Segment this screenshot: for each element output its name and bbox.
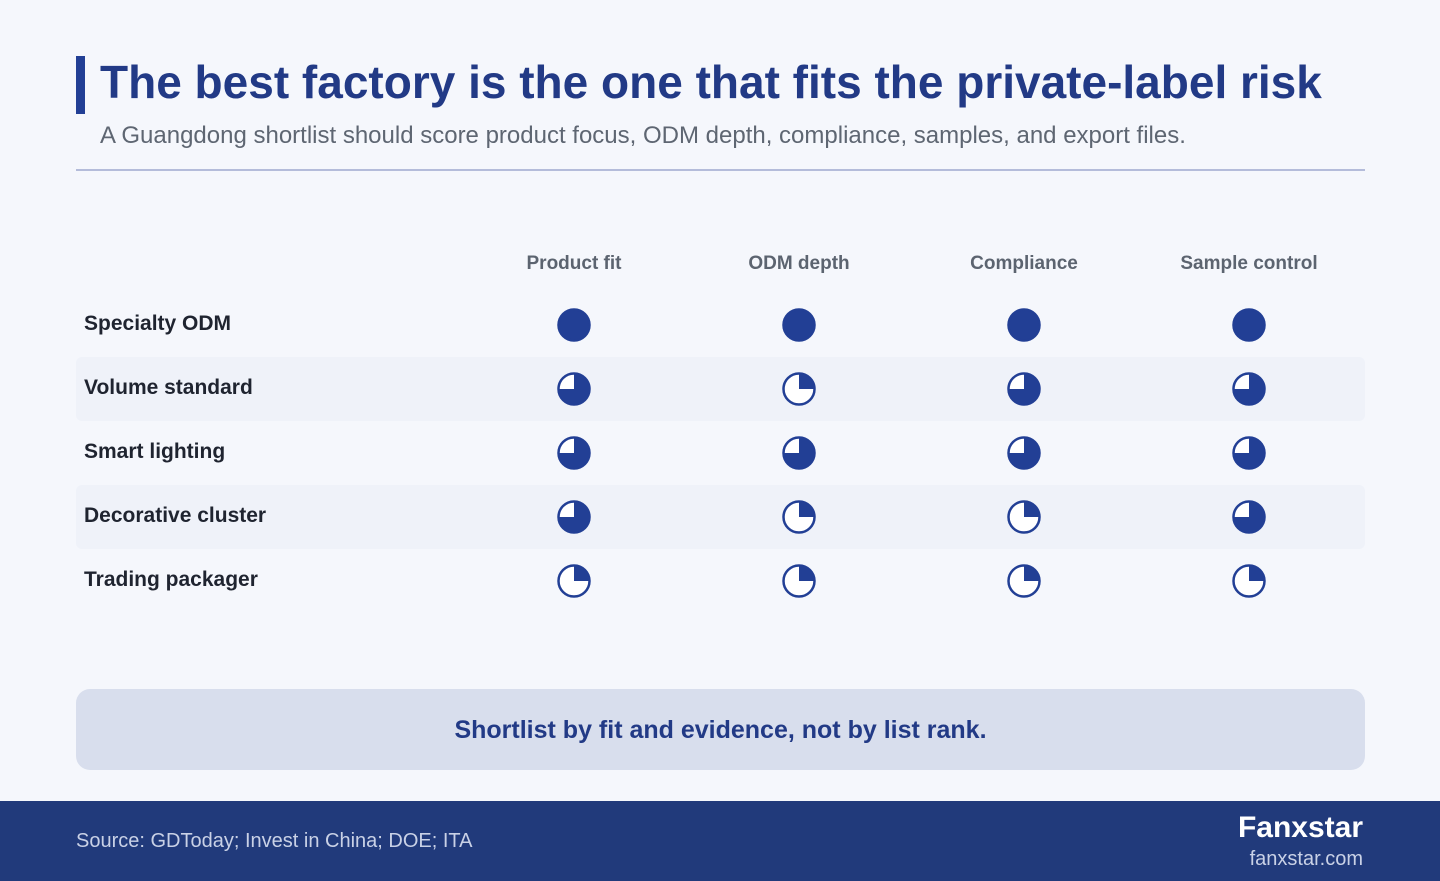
- column-header-product-fit: Product fit: [526, 253, 622, 274]
- callout-banner: Shortlist by fit and evidence, not by li…: [76, 689, 1365, 770]
- column-header-sample-control: Sample control: [1180, 253, 1318, 274]
- source-note: Source: GDToday; Invest in China; DOE; I…: [76, 830, 473, 852]
- header-divider: [76, 169, 1365, 171]
- table-row: [76, 293, 1365, 357]
- callout-text: Shortlist by fit and evidence, not by li…: [454, 715, 987, 744]
- title-accent-bar: [76, 56, 85, 114]
- row-label-decorative-cluster: Decorative cluster: [84, 504, 267, 527]
- row-label-trading-packager: Trading packager: [84, 568, 258, 591]
- table-row: [76, 549, 1365, 613]
- brand-url: fanxstar.com: [1249, 848, 1363, 870]
- page-subtitle: A Guangdong shortlist should score produ…: [100, 122, 1186, 149]
- brand-logo-text: Fanxstar: [1237, 811, 1363, 844]
- page-title: The best factory is the one that fits th…: [100, 56, 1322, 108]
- row-label-smart-lighting: Smart lighting: [84, 440, 226, 463]
- table-row: [76, 421, 1365, 485]
- footer-bar: Source: GDToday; Invest in China; DOE; I…: [0, 801, 1440, 881]
- table-row: [76, 357, 1365, 421]
- row-label-volume-standard: Volume standard: [84, 376, 253, 399]
- row-label-specialty-odm: Specialty ODM: [84, 312, 232, 335]
- column-header-compliance: Compliance: [970, 253, 1078, 274]
- table-row: [76, 485, 1365, 549]
- column-header-odm-depth: ODM depth: [748, 253, 850, 274]
